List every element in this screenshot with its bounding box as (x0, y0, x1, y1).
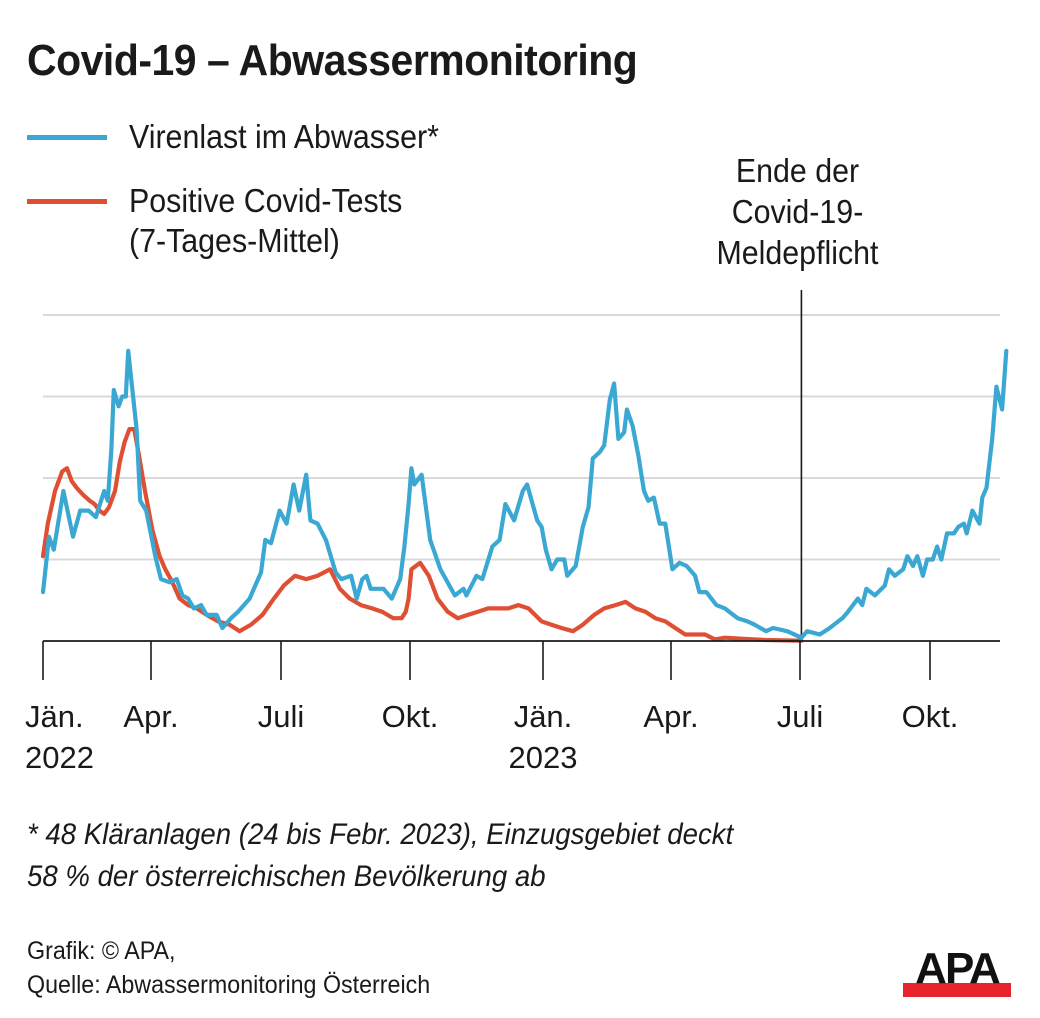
annotation-line: Ende der (735, 152, 860, 189)
series-line-positive-tests (40, 427, 804, 643)
chart-title: Covid-19 – Abwassermonitoring (27, 36, 638, 85)
legend-item-positive-tests: Positive Covid-Tests (7-Tages-Mittel) (27, 181, 402, 259)
legend-label: Positive Covid-Tests (7-Tages-Mittel) (129, 181, 402, 261)
x-tick-label: Jän. (25, 699, 84, 734)
x-tick-label: 2022 (25, 740, 94, 775)
x-tick-label: Juli (777, 699, 824, 734)
x-tick-labels: Jän. 2022 Apr. Juli Okt. Jän. 2023 Apr. Juli Okt. (25, 699, 958, 775)
x-tick-label: Jän. (514, 699, 573, 734)
x-tick-label: Okt. (382, 699, 439, 734)
credits: Grafik: © APA, Quelle: Abwassermonitorin… (27, 934, 430, 1002)
logo-red-bar (903, 983, 1011, 997)
x-axis (42, 640, 1000, 680)
annotation-line: Covid-19- (731, 193, 864, 230)
legend-label: Virenlast im Abwasser* (129, 118, 439, 155)
x-tick-label: 2023 (509, 740, 578, 775)
series-line-viral-load (40, 348, 1009, 640)
footnote-line: 58 % der österreichischen Bevölkerung ab (27, 860, 546, 893)
legend-label-line: (7-Tages-Mittel) (129, 222, 340, 259)
legend-item-viral-load: Virenlast im Abwasser* (27, 117, 439, 155)
gridlines (43, 314, 1000, 561)
apa-logo: APA (903, 947, 1011, 999)
source-line: Quelle: Abwassermonitoring Österreich (27, 971, 431, 999)
line-chart: Jän. 2022 Apr. Juli Okt. Jän. 2023 Apr. Juli Okt. (25, 290, 1009, 775)
credit-line: Grafik: © APA, (27, 937, 176, 965)
blue-line-icon (27, 135, 107, 140)
series-lines (40, 290, 1009, 643)
logo-text: APA (915, 944, 1001, 993)
footnote: * 48 Kläranlagen (24 bis Febr. 2023), Ei… (27, 814, 733, 898)
footnote-line: * 48 Kläranlagen (24 bis Febr. 2023), Ei… (27, 818, 734, 851)
reporting-end-annotation: Ende der Covid-19- Meldepflicht (689, 150, 905, 273)
x-tick-label: Okt. (902, 699, 959, 734)
legend-label-line: Positive Covid-Tests (129, 182, 403, 219)
red-line-icon (27, 199, 107, 204)
x-tick-label: Apr. (643, 699, 698, 734)
x-tick-label: Apr. (123, 699, 178, 734)
x-tick-label: Juli (258, 699, 305, 734)
annotation-line: Meldepflicht (716, 234, 879, 271)
